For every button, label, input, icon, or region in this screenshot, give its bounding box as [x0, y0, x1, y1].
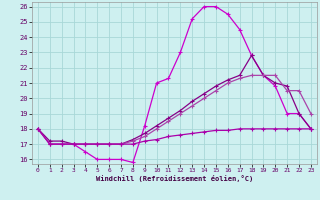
X-axis label: Windchill (Refroidissement éolien,°C): Windchill (Refroidissement éolien,°C) — [96, 175, 253, 182]
